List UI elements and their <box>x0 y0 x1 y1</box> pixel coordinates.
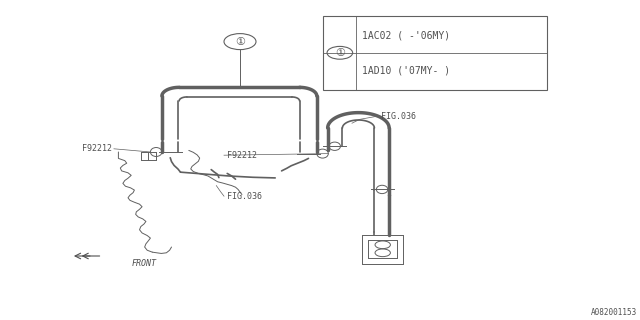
Text: A082001153: A082001153 <box>591 308 637 317</box>
Text: 1AD10 ('07MY- ): 1AD10 ('07MY- ) <box>362 66 450 76</box>
Text: ①: ① <box>235 36 245 47</box>
Text: 1AC02 ( -'06MY): 1AC02 ( -'06MY) <box>362 30 450 40</box>
Text: ①: ① <box>335 48 345 58</box>
Text: FIG.036: FIG.036 <box>381 112 416 121</box>
Text: FRONT: FRONT <box>131 260 156 268</box>
Text: F92212: F92212 <box>227 151 257 160</box>
Text: F92212: F92212 <box>82 144 112 153</box>
Text: FIG.036: FIG.036 <box>227 192 262 201</box>
